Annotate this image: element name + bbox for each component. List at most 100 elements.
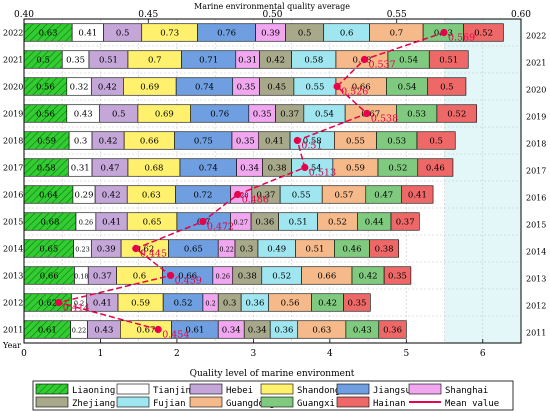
bar-value-label: 0.53 xyxy=(407,110,426,120)
bar-value-label: 0.51 xyxy=(439,56,458,66)
bar-value-label: 0.22 xyxy=(72,327,86,335)
y-tick-label-right: 2021 xyxy=(526,59,546,68)
bar-value-label: 0.38 xyxy=(375,245,394,255)
bar-value-label: 0.52 xyxy=(174,299,193,309)
bar-value-label: 0.46 xyxy=(426,164,445,174)
bar-value-label: 0.72 xyxy=(193,191,212,201)
bar-value-label: 0.58 xyxy=(37,164,56,174)
bar-value-label: 0.59 xyxy=(346,164,365,174)
bar-value-label: 0.63 xyxy=(39,29,58,39)
y-tick-label-left: 2022 xyxy=(3,29,23,38)
mean-value-label: 0.472 xyxy=(207,222,234,233)
bar-segment xyxy=(416,131,456,150)
bar-segment xyxy=(343,293,371,312)
x-tick-label: 0 xyxy=(21,349,27,359)
legend-swatch xyxy=(189,396,223,408)
bar-value-label: 0.38 xyxy=(238,272,257,282)
bar-segment xyxy=(383,266,412,285)
bar-value-label: 0.35 xyxy=(348,299,367,309)
bar-value-label: 0.59 xyxy=(131,299,150,309)
bar-value-label: 0.7 xyxy=(390,29,404,39)
legend-swatch xyxy=(260,396,294,408)
bar-value-label: 0.6 xyxy=(133,272,147,282)
bar-value-label: 0.42 xyxy=(99,137,118,147)
bar-value-label: 0.26 xyxy=(216,273,230,281)
mean-value-point xyxy=(360,55,369,64)
bar-value-label: 0.34 xyxy=(222,326,241,336)
mean-value-label: 0.569 xyxy=(448,33,475,44)
bar-value-label: 0.67 xyxy=(361,110,380,120)
bar-value-label: 0.38 xyxy=(268,164,287,174)
bar-value-label: 0.49 xyxy=(267,245,286,255)
y-tick-label-right: 2020 xyxy=(526,86,546,95)
bar-value-label: 0.74 xyxy=(199,164,218,174)
y-axis-label: Year xyxy=(2,341,21,350)
bar-value-label: 0.66 xyxy=(178,272,197,282)
bar-value-label: 0.23 xyxy=(75,246,89,254)
bar-value-label: 0.3 xyxy=(240,245,254,255)
legend-swatch xyxy=(336,383,370,395)
bar-value-label: 0.5 xyxy=(298,29,312,39)
mean-value-label: 0.51 xyxy=(301,141,322,152)
bar-value-label: 0.63 xyxy=(312,326,331,336)
bar-value-label: 0.36 xyxy=(275,326,294,336)
mean-value-label: 0.537 xyxy=(368,60,395,71)
y-tick-label-left: 2017 xyxy=(3,164,23,173)
bar-value-label: 0.42 xyxy=(98,83,117,93)
bar-value-label: 0.45 xyxy=(267,83,286,93)
bar-value-label: 0.62 xyxy=(38,299,57,309)
bar-value-label: 0.68 xyxy=(145,164,164,174)
legend-label: Hainan xyxy=(373,399,406,409)
bar-value-label: 0.52 xyxy=(447,110,466,120)
legend-label: Hebei xyxy=(226,386,253,396)
mean-value-label: 0.459 xyxy=(175,276,202,287)
mean-value-point xyxy=(199,217,207,226)
legend-label: Guangxi xyxy=(297,399,335,409)
bar-value-label: 0.47 xyxy=(374,191,393,201)
bar-value-label: 0.41 xyxy=(102,218,121,228)
bar-value-label: 0.35 xyxy=(236,137,255,147)
mean-value-point xyxy=(154,325,162,334)
bar-value-label: 0.64 xyxy=(39,191,58,201)
bar-value-label: 0.27 xyxy=(234,219,248,227)
y-tick-label-left: 2011 xyxy=(3,326,23,335)
bar-value-label: 0.66 xyxy=(317,272,336,282)
bar-value-label: 0.35 xyxy=(66,56,85,66)
bar-value-label: 0.51 xyxy=(305,245,324,255)
bar-value-label: 0.5 xyxy=(112,110,126,120)
bar-value-label: 0.34 xyxy=(240,164,259,174)
legend-label: Shanghai xyxy=(445,386,488,396)
bar-value-label: 0.55 xyxy=(305,83,324,93)
y-tick-label-left: 2015 xyxy=(3,218,23,227)
bar-value-label: 0.41 xyxy=(78,29,97,39)
x-tick-label: 2 xyxy=(174,349,180,359)
bar-value-label: 0.69 xyxy=(155,110,174,120)
bar-value-label: 0.52 xyxy=(272,272,291,282)
mean-value-point xyxy=(293,136,301,145)
legend-swatch xyxy=(116,396,150,408)
bar-value-label: 0.3 xyxy=(74,137,88,147)
bar-value-label: 0.61 xyxy=(185,326,204,336)
bar-value-label: 0.18 xyxy=(74,273,88,281)
y-tick-label-right: 2014 xyxy=(526,248,546,257)
mean-value-point xyxy=(301,163,309,172)
y-tick-label-right: 2013 xyxy=(526,275,546,284)
bar-value-label: 0.22 xyxy=(219,246,233,254)
bar-value-label: 0.65 xyxy=(39,245,58,255)
mean-value-point xyxy=(132,244,140,253)
bar-value-label: 0.42 xyxy=(318,299,337,309)
bar-value-label: 0.63 xyxy=(142,191,161,201)
bar-value-label: 0.7 xyxy=(148,56,162,66)
bar-value-label: 0.62 xyxy=(135,245,154,255)
bar-value-label: 0.68 xyxy=(41,218,60,228)
y-tick-label-left: 2014 xyxy=(3,245,23,254)
top-tick-label: 0.45 xyxy=(138,10,158,20)
legend-swatch xyxy=(189,383,223,395)
y-tick-label-right: 2017 xyxy=(526,167,546,176)
bar-value-label: 0.2 xyxy=(74,300,84,308)
bar-value-label: 0.56 xyxy=(281,299,300,309)
bar-value-label: 0.39 xyxy=(97,245,116,255)
bar-value-label: 0.75 xyxy=(194,137,213,147)
y-tick-label-right: 2015 xyxy=(526,221,546,230)
legend-swatch xyxy=(35,396,69,408)
